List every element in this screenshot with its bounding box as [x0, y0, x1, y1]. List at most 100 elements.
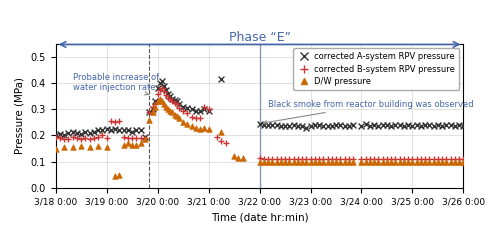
D/W pressure — [86, 145, 94, 149]
D/W pressure — [366, 160, 374, 164]
corrected B-system RPV pressure — [404, 157, 412, 161]
corrected A-system RPV pressure — [324, 124, 332, 128]
D/W pressure — [430, 160, 438, 164]
corrected A-system RPV pressure — [116, 128, 124, 132]
corrected B-system RPV pressure — [82, 136, 90, 140]
corrected A-system RPV pressure — [218, 77, 226, 81]
corrected B-system RPV pressure — [281, 158, 289, 161]
corrected A-system RPV pressure — [172, 100, 180, 103]
corrected A-system RPV pressure — [374, 124, 382, 128]
corrected A-system RPV pressure — [124, 128, 132, 132]
corrected B-system RPV pressure — [302, 157, 310, 161]
corrected A-system RPV pressure — [281, 124, 289, 128]
corrected B-system RPV pressure — [446, 157, 454, 161]
D/W pressure — [238, 156, 246, 160]
corrected A-system RPV pressure — [378, 123, 386, 127]
corrected B-system RPV pressure — [383, 158, 391, 161]
corrected B-system RPV pressure — [172, 102, 180, 106]
corrected A-system RPV pressure — [306, 124, 314, 128]
D/W pressure — [52, 147, 60, 150]
D/W pressure — [230, 155, 238, 158]
corrected A-system RPV pressure — [175, 102, 183, 106]
corrected A-system RPV pressure — [460, 124, 468, 128]
corrected A-system RPV pressure — [277, 124, 285, 128]
corrected B-system RPV pressure — [460, 158, 468, 161]
D/W pressure — [218, 130, 226, 133]
corrected A-system RPV pressure — [290, 123, 298, 127]
corrected B-system RPV pressure — [116, 119, 124, 123]
corrected B-system RPV pressure — [98, 133, 106, 137]
corrected B-system RPV pressure — [111, 120, 119, 124]
corrected A-system RPV pressure — [315, 123, 323, 127]
corrected B-system RPV pressure — [340, 157, 348, 161]
D/W pressure — [141, 137, 149, 141]
corrected A-system RPV pressure — [298, 124, 306, 128]
D/W pressure — [172, 114, 180, 118]
corrected B-system RPV pressure — [124, 136, 132, 140]
corrected A-system RPV pressure — [387, 124, 395, 128]
corrected B-system RPV pressure — [196, 117, 204, 120]
D/W pressure — [286, 160, 294, 164]
corrected A-system RPV pressure — [344, 124, 352, 128]
D/W pressure — [362, 160, 370, 164]
corrected B-system RPV pressure — [56, 136, 64, 140]
Text: Probable increase of
water injection rate: Probable increase of water injection rat… — [72, 73, 159, 95]
corrected B-system RPV pressure — [387, 157, 395, 161]
corrected B-system RPV pressure — [451, 158, 459, 161]
corrected B-system RPV pressure — [52, 135, 60, 139]
corrected B-system RPV pressure — [298, 158, 306, 161]
corrected B-system RPV pressure — [260, 157, 268, 161]
D/W pressure — [340, 160, 348, 164]
corrected A-system RPV pressure — [204, 109, 212, 113]
corrected A-system RPV pressure — [340, 124, 348, 128]
corrected B-system RPV pressure — [349, 157, 357, 161]
D/W pressure — [294, 160, 302, 164]
corrected A-system RPV pressure — [158, 79, 166, 82]
D/W pressure — [298, 160, 306, 164]
corrected A-system RPV pressure — [154, 87, 162, 90]
corrected B-system RPV pressure — [328, 157, 336, 161]
D/W pressure — [446, 160, 454, 164]
corrected A-system RPV pressure — [421, 123, 429, 127]
D/W pressure — [154, 100, 162, 103]
corrected A-system RPV pressure — [320, 124, 328, 128]
corrected A-system RPV pressure — [268, 123, 276, 127]
corrected A-system RPV pressure — [426, 123, 434, 127]
corrected A-system RPV pressure — [152, 100, 160, 103]
D/W pressure — [60, 145, 68, 149]
D/W pressure — [145, 118, 153, 122]
D/W pressure — [328, 160, 336, 164]
corrected A-system RPV pressure — [256, 122, 264, 126]
corrected A-system RPV pressure — [366, 124, 374, 128]
corrected B-system RPV pressure — [442, 157, 450, 161]
corrected B-system RPV pressure — [152, 102, 160, 106]
corrected B-system RPV pressure — [408, 158, 416, 161]
corrected A-system RPV pressure — [164, 92, 172, 96]
D/W pressure — [281, 160, 289, 164]
D/W pressure — [136, 141, 144, 145]
corrected B-system RPV pressure — [455, 157, 463, 161]
corrected B-system RPV pressure — [396, 157, 404, 161]
D/W pressure — [128, 143, 136, 146]
corrected B-system RPV pressure — [188, 115, 196, 119]
corrected B-system RPV pressure — [374, 157, 382, 161]
corrected A-system RPV pressure — [98, 128, 106, 132]
corrected B-system RPV pressure — [264, 158, 272, 161]
D/W pressure — [94, 144, 102, 148]
D/W pressure — [460, 160, 468, 164]
D/W pressure — [162, 105, 170, 109]
corrected B-system RPV pressure — [332, 158, 340, 161]
corrected A-system RPV pressure — [77, 132, 85, 136]
corrected A-system RPV pressure — [156, 81, 164, 85]
corrected B-system RPV pressure — [417, 158, 425, 161]
corrected A-system RPV pressure — [392, 123, 400, 127]
corrected B-system RPV pressure — [136, 136, 144, 140]
corrected B-system RPV pressure — [68, 135, 76, 139]
corrected A-system RPV pressure — [430, 124, 438, 128]
D/W pressure — [277, 160, 285, 164]
corrected B-system RPV pressure — [154, 92, 162, 96]
corrected B-system RPV pressure — [286, 158, 294, 161]
corrected A-system RPV pressure — [434, 123, 442, 127]
corrected A-system RPV pressure — [400, 124, 408, 128]
corrected B-system RPV pressure — [438, 158, 446, 161]
